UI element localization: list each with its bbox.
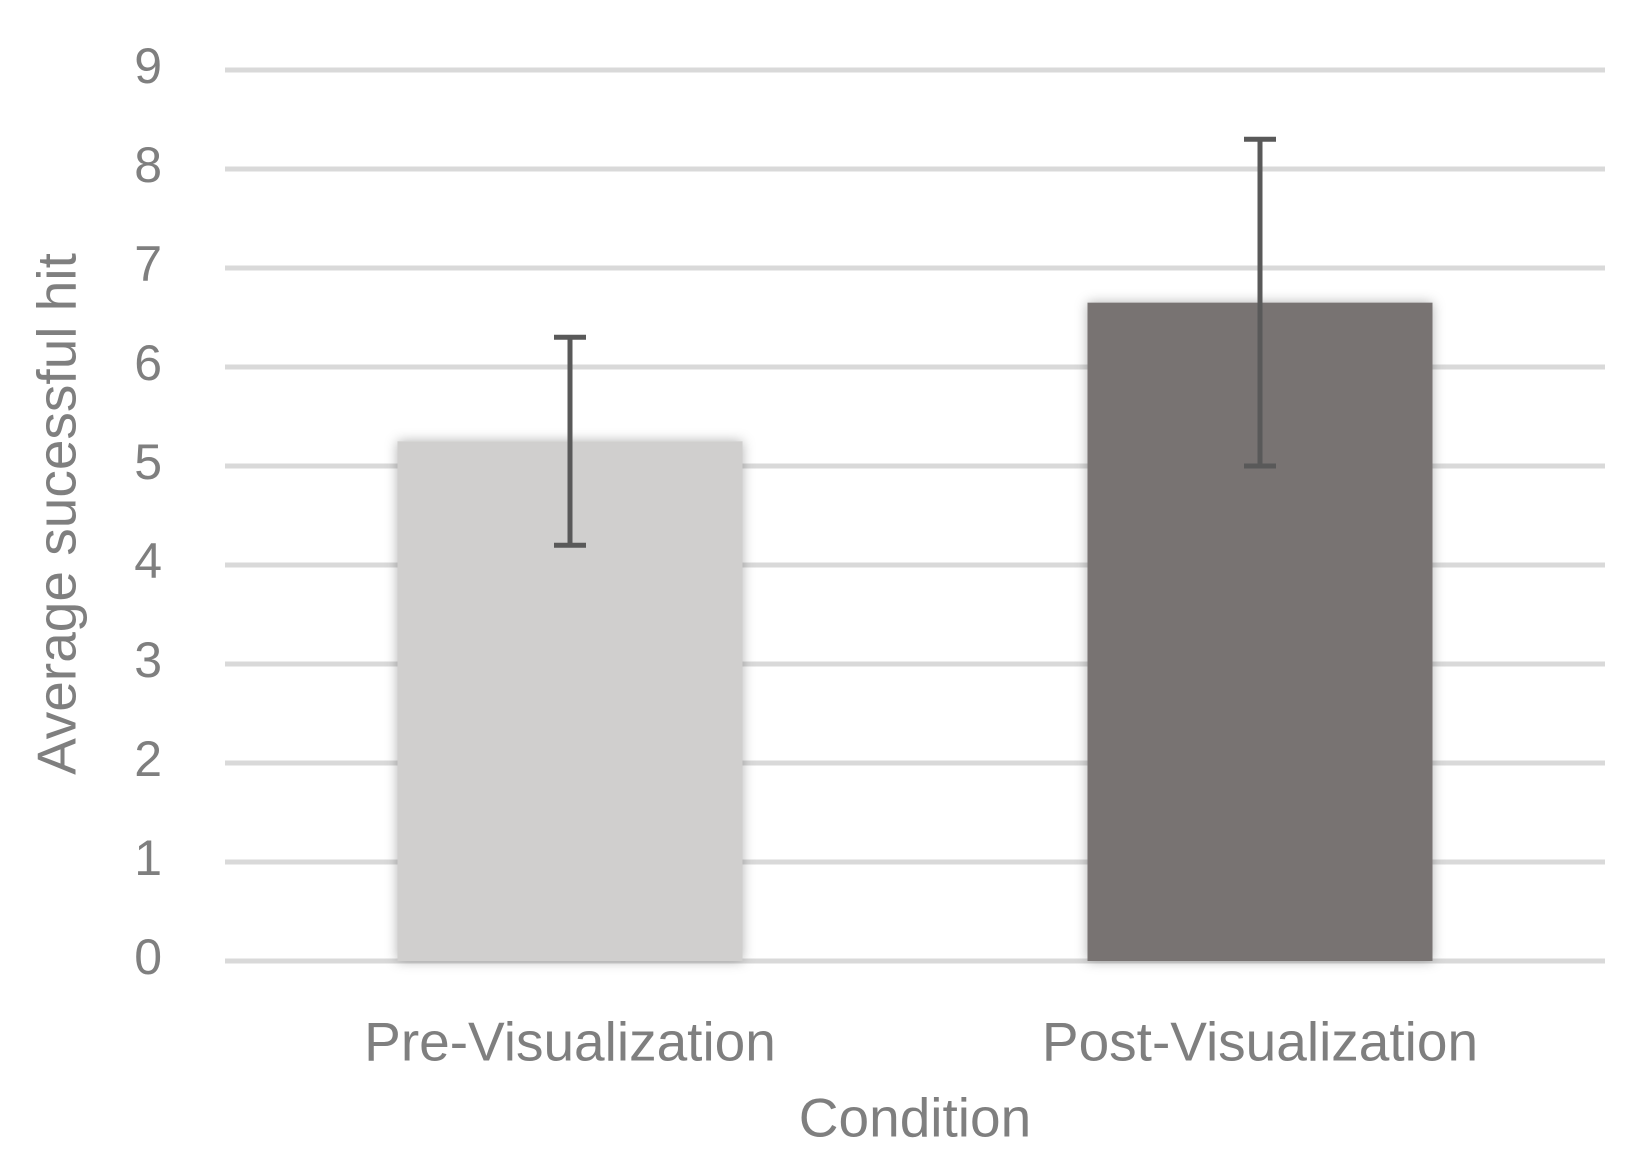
y-tick-label: 1 [134,830,162,886]
x-axis-label: Condition [799,1087,1031,1149]
x-tick-label: Post-Visualization [1042,1011,1478,1073]
y-tick-label: 9 [134,38,162,94]
y-tick-label: 4 [134,533,162,589]
y-tick-label: 3 [134,632,162,688]
y-axis-label: Average sucessful hit [26,253,88,775]
y-tick-label: 2 [134,731,162,787]
x-tick-label: Pre-Visualization [364,1011,776,1073]
y-tick-label: 0 [134,929,162,985]
y-tick-label: 8 [134,137,162,193]
y-tick-label: 5 [134,434,162,490]
y-tick-label: 7 [134,236,162,292]
y-tick-label: 6 [134,335,162,391]
